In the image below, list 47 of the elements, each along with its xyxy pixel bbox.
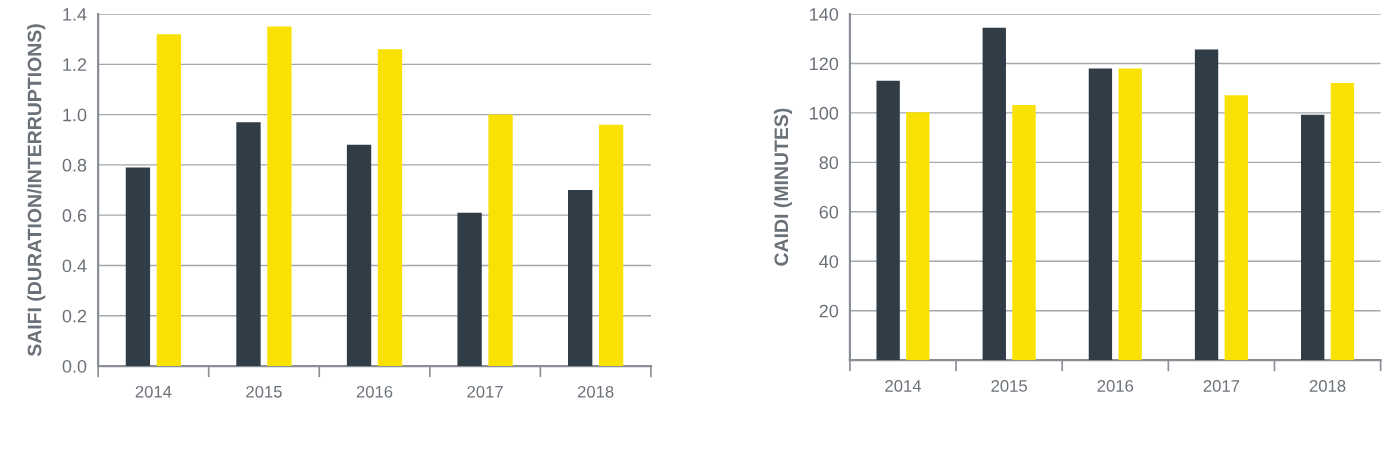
bar — [982, 27, 1006, 361]
bar — [1118, 68, 1142, 361]
x-tick-label: 2018 — [577, 385, 614, 398]
y-tick-label: 60 — [819, 205, 839, 219]
bar — [906, 112, 930, 361]
y-tick-label: 0.8 — [62, 158, 87, 172]
y-axis-title: CAIDI (MINUTES) — [773, 108, 793, 266]
bar — [457, 212, 482, 367]
bar — [598, 124, 624, 367]
bar — [125, 167, 151, 367]
bar — [156, 34, 182, 367]
bar — [876, 80, 900, 361]
y-tick-label: 1.2 — [63, 58, 87, 71]
x-tick-label: 2018 — [1309, 380, 1346, 392]
bar — [488, 114, 513, 367]
bar — [1012, 105, 1036, 361]
bar — [1194, 49, 1219, 361]
bar — [568, 190, 593, 367]
x-tick-label: 2014 — [885, 380, 922, 392]
bar — [1330, 83, 1355, 361]
y-tick-label: 100 — [810, 106, 839, 120]
y-tick-label: 0.2 — [62, 309, 87, 323]
y-tick-label: 0.0 — [62, 359, 87, 373]
y-tick-label: 120 — [810, 57, 839, 71]
y-tick-label: 1.0 — [63, 108, 87, 122]
x-tick-label: 2015 — [991, 380, 1027, 392]
y-tick-label: 40 — [819, 255, 839, 268]
x-tick-label: 2016 — [356, 385, 393, 398]
bar — [377, 49, 403, 367]
bar — [267, 26, 292, 367]
y-axis-title: SAIFI (DURATION/INTERRUPTIONS) — [27, 24, 46, 357]
y-tick-label: 0.4 — [62, 259, 87, 273]
y-tick-label: 80 — [819, 156, 839, 170]
y-tick-label: 140 — [810, 7, 839, 21]
y-tick-label: 0.6 — [62, 209, 87, 222]
x-tick-label: 2016 — [1097, 380, 1134, 392]
x-tick-label: 2017 — [467, 385, 503, 398]
bar — [346, 144, 372, 367]
y-tick-label: 1.4 — [63, 8, 87, 21]
x-tick-label: 2017 — [1203, 380, 1240, 392]
bar — [236, 122, 261, 367]
bar — [1088, 68, 1113, 361]
bar — [1301, 114, 1325, 361]
x-tick-label: 2014 — [135, 385, 172, 398]
x-tick-label: 2015 — [246, 385, 282, 398]
y-tick-label: 20 — [819, 304, 839, 318]
bar — [1224, 95, 1248, 361]
